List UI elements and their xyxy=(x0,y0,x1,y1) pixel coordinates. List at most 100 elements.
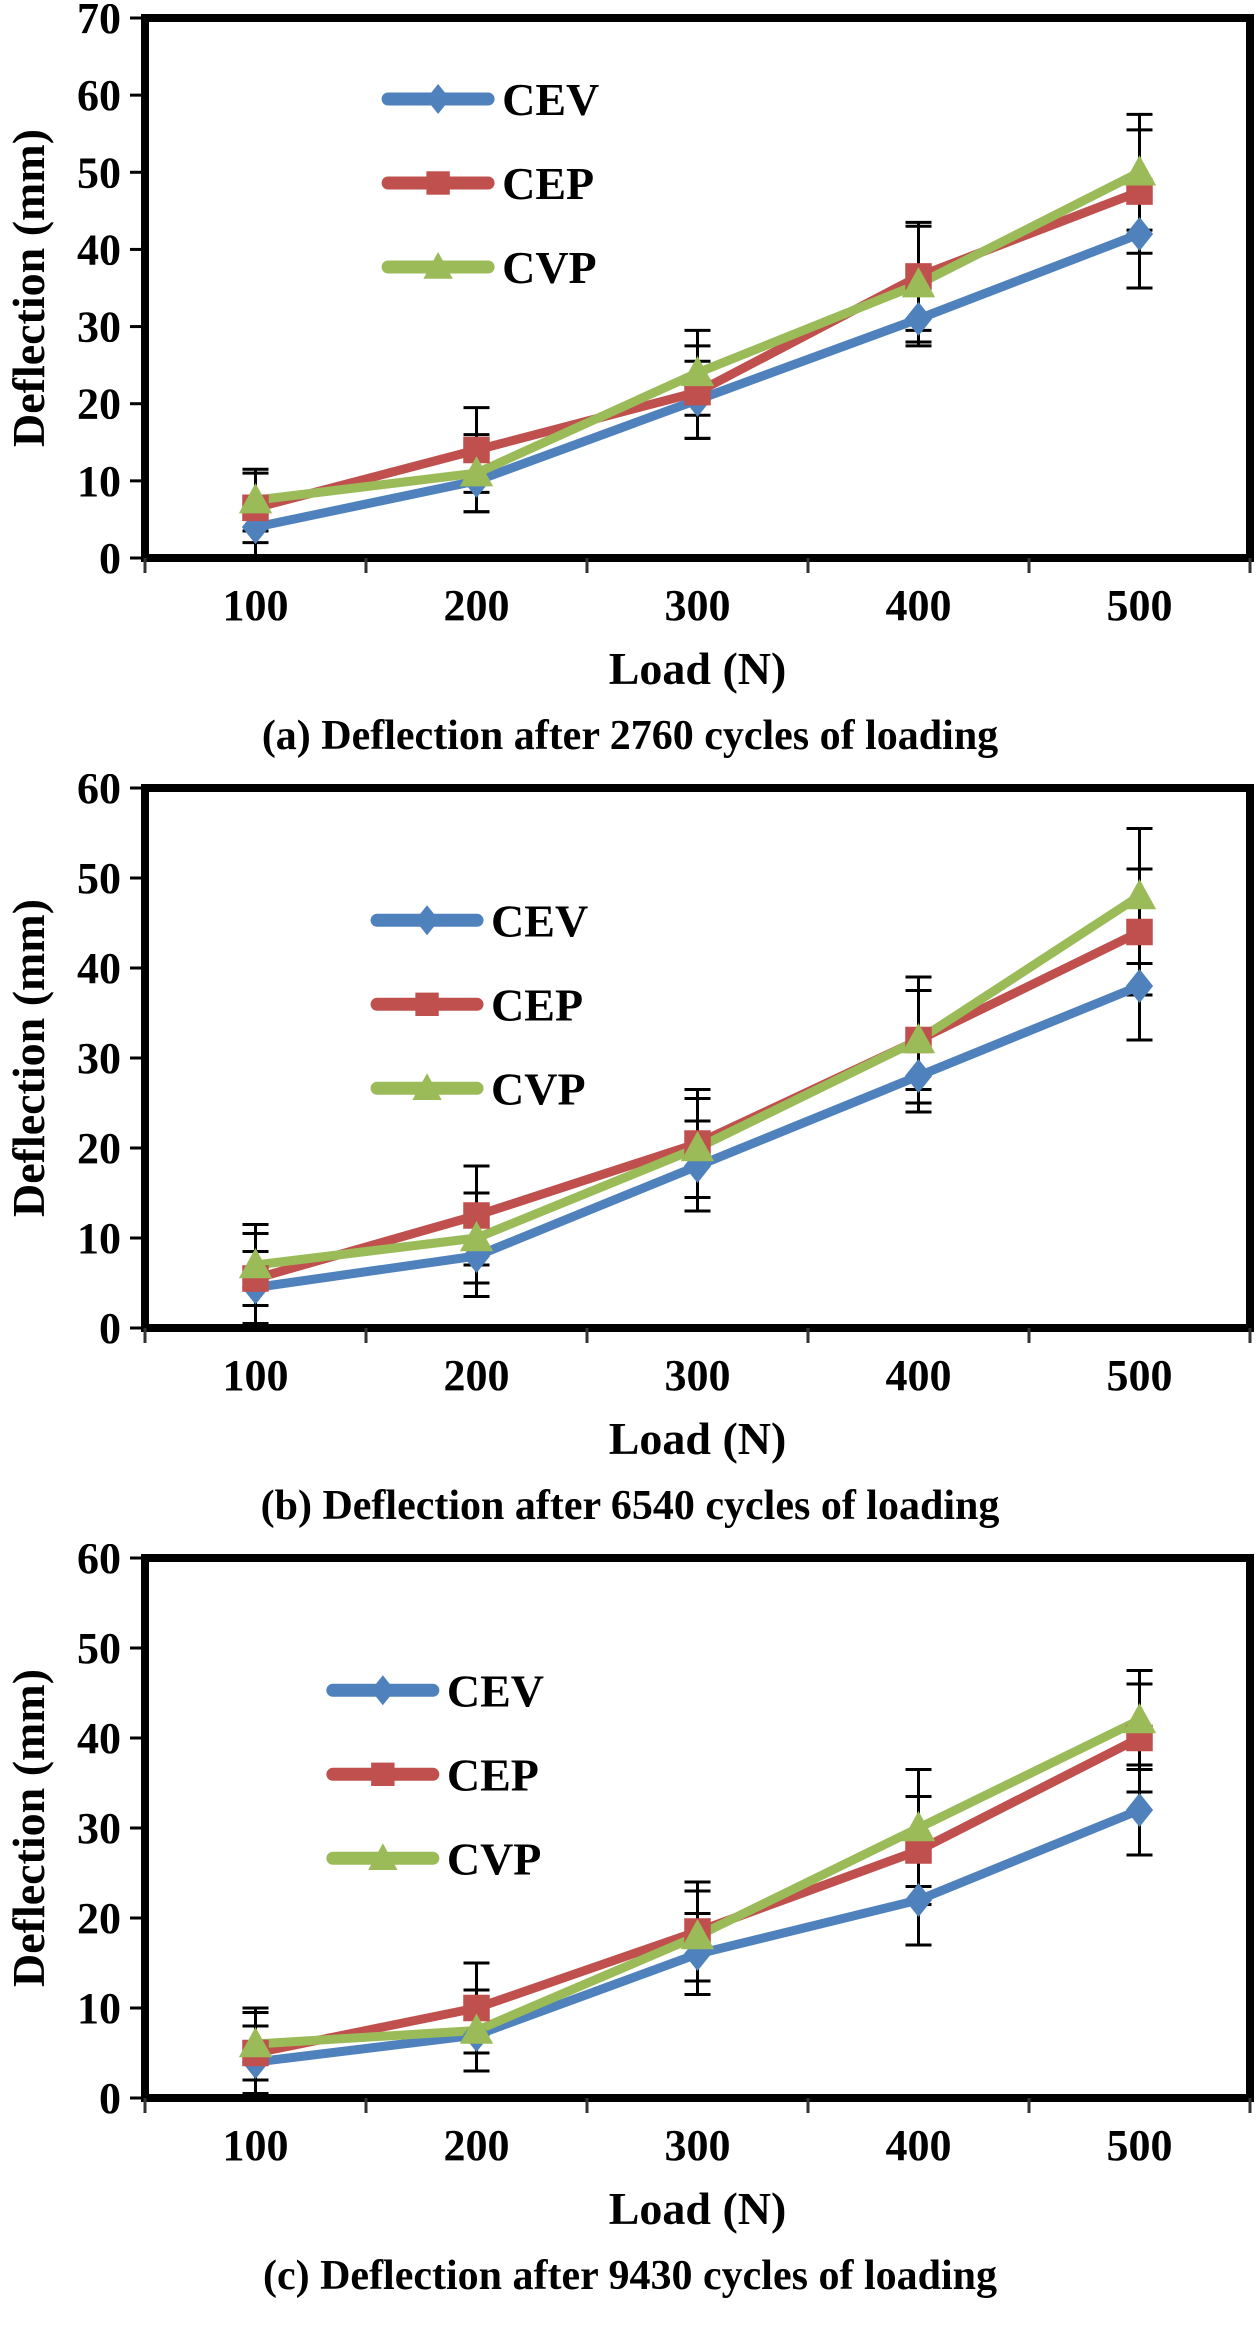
series-markers-cvp xyxy=(238,155,1157,514)
figure-b: 0 10 20 30 40 50 60 100 200 300 400 500 Load (N) Defl… xyxy=(0,774,1260,1538)
legend-label: CEP xyxy=(491,979,583,1030)
diamond-marker xyxy=(370,1675,395,1706)
y-axis-title: Deflection (mm) xyxy=(3,899,54,1217)
y-tick-label: 40 xyxy=(77,1714,121,1763)
square-marker xyxy=(426,171,450,195)
x-tick-label: 300 xyxy=(665,1351,731,1400)
x-tick-label: 200 xyxy=(444,581,510,630)
legend-label: CVP xyxy=(447,1833,542,1884)
x-tick-label: 100 xyxy=(223,2121,289,2170)
plot-border xyxy=(141,784,1254,1332)
y-tick-label: 30 xyxy=(77,303,121,352)
y-tick-label: 50 xyxy=(77,148,121,197)
triangle-marker xyxy=(423,252,453,279)
triangle-marker xyxy=(680,355,715,387)
legend-label: CVP xyxy=(491,1063,586,1114)
triangle-marker xyxy=(459,2013,494,2044)
triangle-marker xyxy=(412,1073,442,1100)
legend: CEV CEP CVP xyxy=(326,1665,544,1884)
y-tick-label: 0 xyxy=(99,2074,121,2123)
y-tick-label: 70 xyxy=(77,4,121,43)
x-tick-label: 300 xyxy=(665,581,731,630)
diamond-marker xyxy=(1125,1793,1154,1827)
y-tick-label: 30 xyxy=(77,1034,121,1083)
triangle-marker xyxy=(459,456,494,487)
caption-c: (c) Deflection after 9430 cycles of load… xyxy=(262,2253,997,2299)
triangle-marker xyxy=(1122,155,1157,186)
diamond-marker xyxy=(904,1059,933,1093)
y-axis: 0 10 20 30 40 50 60 70 xyxy=(77,4,145,583)
series-markers-cvp xyxy=(238,1703,1157,2058)
diamond-marker xyxy=(415,905,440,936)
legend-label: CEP xyxy=(447,1749,539,1800)
legend: CEV CEP CVP xyxy=(370,895,588,1114)
triangle-marker xyxy=(680,1131,715,1162)
y-tick-label: 60 xyxy=(77,71,121,120)
y-tick-label: 50 xyxy=(77,854,121,903)
x-tick-label: 200 xyxy=(444,1351,510,1400)
y-tick-label: 10 xyxy=(77,1214,121,1263)
y-tick-label: 10 xyxy=(77,457,121,506)
diamond-marker xyxy=(426,84,451,114)
square-marker xyxy=(371,1762,395,1786)
y-tick-label: 30 xyxy=(77,1804,121,1853)
x-axis: 100 200 300 400 500 xyxy=(143,1328,1252,1400)
triangle-marker xyxy=(1122,879,1157,910)
y-tick-label: 20 xyxy=(77,1894,121,1943)
y-tick-label: 40 xyxy=(77,225,121,274)
x-tick-label: 400 xyxy=(886,581,952,630)
square-marker xyxy=(415,992,439,1016)
legend-label: CEP xyxy=(502,158,594,209)
x-tick-label: 500 xyxy=(1107,581,1173,630)
x-tick-label: 100 xyxy=(223,1351,289,1400)
y-tick-label: 10 xyxy=(77,1984,121,2033)
legend: CEV CEP CVP xyxy=(381,74,599,293)
triangle-marker xyxy=(459,1221,494,1252)
x-tick-label: 400 xyxy=(886,2121,952,2170)
legend-label: CEV xyxy=(502,74,599,125)
x-tick-label: 300 xyxy=(665,2121,731,2170)
x-tick-label: 500 xyxy=(1107,2121,1173,2170)
y-tick-label: 50 xyxy=(77,1624,121,1673)
y-tick-label: 0 xyxy=(99,1304,121,1353)
x-tick-label: 200 xyxy=(444,2121,510,2170)
chart-a-canvas: 0 10 20 30 40 50 60 70 100 200 300 400 500 Load (N) De… xyxy=(3,4,1254,694)
square-marker xyxy=(1126,918,1153,946)
y-tick-label: 20 xyxy=(77,1124,121,1173)
chart-b-canvas: 0 10 20 30 40 50 60 100 200 300 400 500 Load (N) Defl… xyxy=(3,774,1254,1464)
y-axis: 0 10 20 30 40 50 60 xyxy=(77,1544,145,2123)
y-axis-title: Deflection (mm) xyxy=(3,129,54,447)
triangle-marker xyxy=(238,483,273,514)
figure-c: 0 10 20 30 40 50 60 100 200 300 400 500 Load (N) Defl… xyxy=(0,1544,1260,2308)
triangle-marker xyxy=(368,1843,398,1870)
legend-label: CVP xyxy=(502,242,597,293)
triangle-marker xyxy=(680,1919,715,1950)
legend-label: CEV xyxy=(447,1665,544,1716)
y-tick-label: 40 xyxy=(77,944,121,993)
diamond-marker xyxy=(1125,217,1154,251)
triangle-marker xyxy=(1122,1703,1157,1734)
x-tick-label: 100 xyxy=(223,581,289,630)
triangle-marker xyxy=(901,267,936,298)
caption-a: (a) Deflection after 2760 cycles of load… xyxy=(261,713,999,759)
y-tick-label: 0 xyxy=(99,534,121,583)
chart-c-canvas: 0 10 20 30 40 50 60 100 200 300 400 500 Load (N) Defl… xyxy=(3,1544,1254,2234)
legend-label: CEV xyxy=(491,895,588,946)
error-bars xyxy=(242,112,1153,560)
y-tick-label: 60 xyxy=(77,1544,121,1583)
diamond-marker xyxy=(1125,969,1154,1003)
x-axis: 100 200 300 400 500 xyxy=(143,2098,1252,2170)
caption-b: (b) Deflection after 6540 cycles of load… xyxy=(260,1483,1000,1529)
triangle-marker xyxy=(901,1811,936,1842)
figure-a: 0 10 20 30 40 50 60 70 100 200 300 400 500 Load (N) De… xyxy=(0,4,1260,768)
diamond-marker xyxy=(904,1883,933,1917)
x-axis: 100 200 300 400 500 xyxy=(143,558,1252,630)
x-tick-label: 500 xyxy=(1107,1351,1173,1400)
x-axis-title: Load (N) xyxy=(609,643,787,694)
y-axis: 0 10 20 30 40 50 60 xyxy=(77,774,145,1353)
plot-border xyxy=(141,14,1254,562)
triangle-marker xyxy=(901,1023,936,1054)
diamond-marker xyxy=(904,301,933,336)
y-tick-label: 60 xyxy=(77,774,121,813)
